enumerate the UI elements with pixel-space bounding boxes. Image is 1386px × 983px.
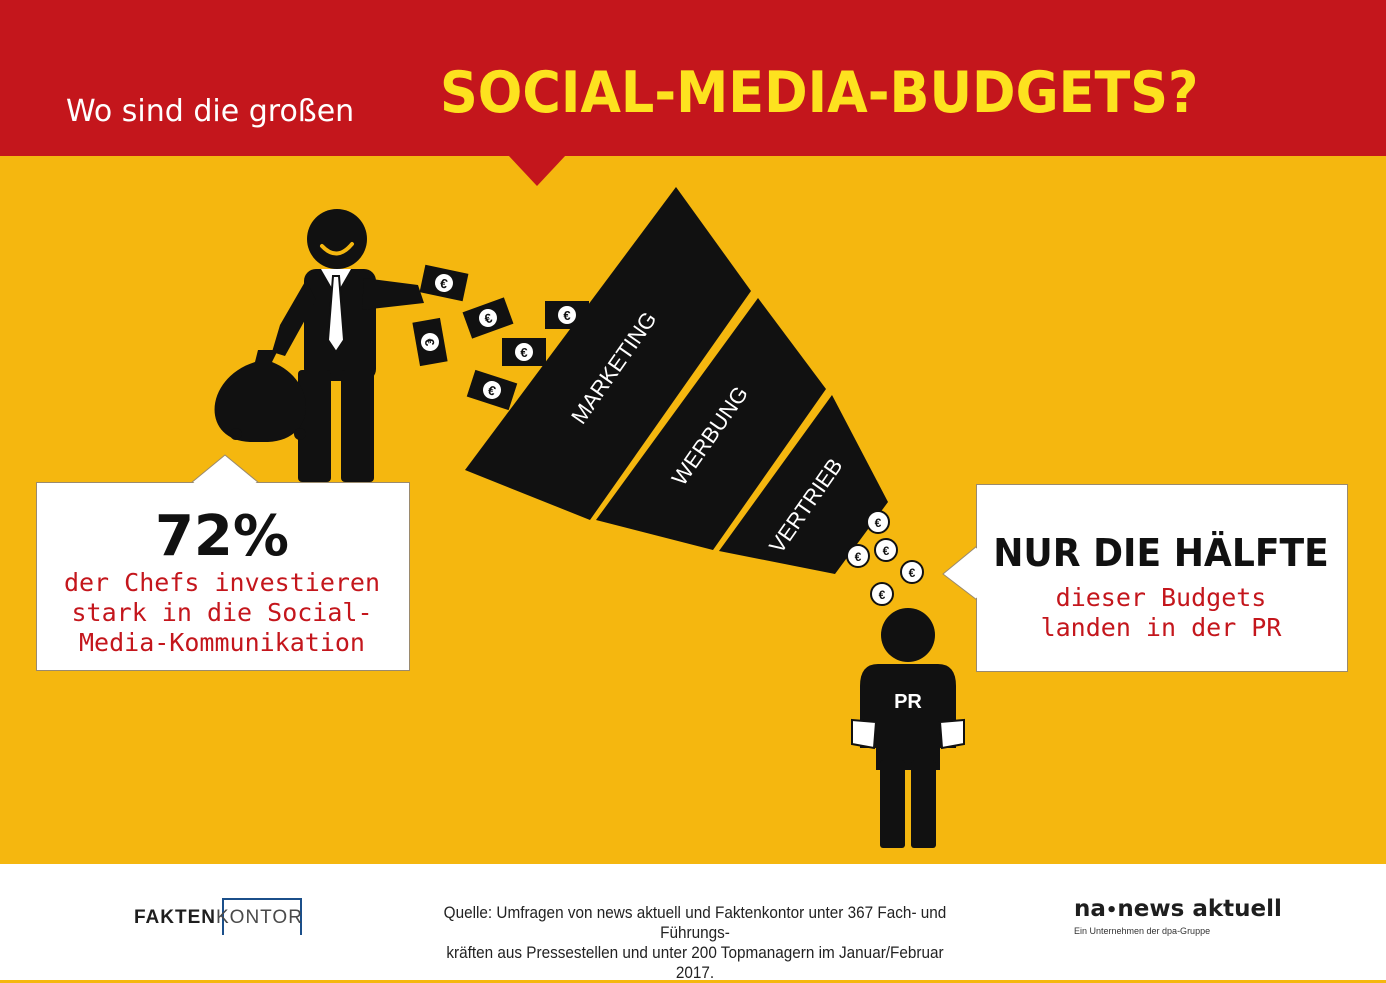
illustration: MARKETING WERBUNG VERTRIEB € € [189,187,978,848]
pr-pocket-right [938,718,965,750]
banknote-2: € [462,297,514,339]
left-callout-line-2: stark in die Social- [71,598,373,627]
right-pointer-fill [945,547,978,599]
svg-text:€: € [563,308,570,323]
manager-leg-right [341,370,374,482]
money-bag [214,350,307,442]
svg-text:€: € [875,516,882,530]
news-aktuell-dot-icon: • [1105,900,1118,921]
svg-text:€: € [909,566,916,580]
source-line-2: kräften aus Pressestellen und unter 200 … [446,943,944,982]
svg-text:€: € [482,310,494,327]
left-callout-line-3: Media-Kommunikation [79,628,365,657]
manager-arm-left [272,280,316,356]
banknotes: € € € € € € [412,264,589,411]
faktenkontor-logo-frame [222,898,302,935]
svg-text:€: € [421,337,437,347]
funnel-tier-werbung [596,298,826,550]
news-aktuell-subline: Ein Unternehmen der dpa-Gruppe [1074,926,1211,936]
right-callout-line-2: landen in der PR [1040,613,1282,642]
footer [0,864,1386,980]
header-banner [0,0,1386,156]
budget-funnel: MARKETING WERBUNG VERTRIEB [465,187,888,574]
coin-1: € [866,510,890,534]
news-aktuell-name: news aktuell [1117,896,1282,922]
manager-head [307,209,367,269]
pr-label: PR [894,691,922,713]
pr-head [881,608,935,662]
banknote-3: € [412,317,448,367]
manager-leg-left [298,370,331,482]
right-callout-box [976,484,1348,672]
left-callout-box [36,482,410,671]
right-callout-text: dieser Budgets landen in der PR [976,583,1346,643]
svg-text:€: € [855,550,862,564]
manager-figure [272,209,424,482]
manager-arm-right [362,278,424,310]
faktenkontor-logo: FAKTENKONTOR [134,907,303,929]
pr-torso [860,664,956,770]
source-note: Quelle: Umfragen von news aktuell und Fa… [430,903,961,983]
coin-5: € [870,582,894,606]
source-line-1: Quelle: Umfragen von news aktuell und Fa… [443,903,947,942]
left-callout-text: der Chefs investieren stark in die Socia… [36,568,408,658]
funnel-tier-marketing [465,187,751,520]
pr-figure: PR [851,608,965,848]
coin-4: € [900,560,924,584]
news-aktuell-prefix: na [1074,896,1106,922]
right-callout-line-1: dieser Budgets [1055,583,1267,612]
left-callout-line-1: der Chefs investieren [63,568,381,597]
manager-tie [326,275,346,354]
banknote-1: € [419,264,469,302]
header-pointer [508,155,566,186]
banknote-6: € [466,369,518,411]
pr-leg-left [880,760,905,848]
news-aktuell-logo: na•news aktuell [1074,896,1282,922]
svg-text:€: € [486,382,498,399]
svg-text:€: € [439,275,449,291]
header-subtitle: Wo sind die großen [66,94,355,129]
banknote-5: € [545,301,589,329]
svg-text:€: € [883,544,890,558]
banknote-4: € [502,338,546,366]
funnel-tier-vertrieb [719,395,888,574]
coin-2: € [846,544,870,568]
faktenkontor-logo-bold: FAKTEN [134,907,216,928]
pr-leg-right [911,760,936,848]
coins: € € € € € [846,510,924,606]
right-callout-title: NUR DIE HÄLFTE [993,531,1329,575]
left-callout-value: 72% [154,504,290,569]
svg-text:€: € [879,588,886,602]
pr-pocket-left [851,718,878,750]
manager-smile [320,242,354,256]
faktenkontor-logo-thin: KONTOR [216,907,303,928]
coin-3: € [874,538,898,562]
svg-text:€: € [520,345,527,360]
header-title: SOCIAL-MEDIA-BUDGETS? [440,60,1199,126]
